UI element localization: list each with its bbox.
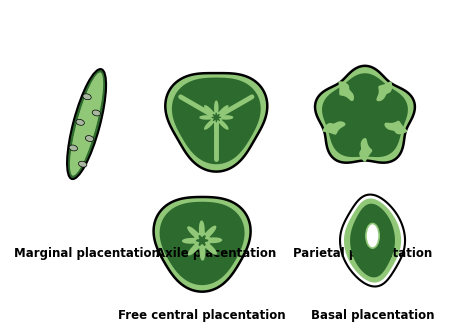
Polygon shape <box>384 121 407 134</box>
Ellipse shape <box>67 69 106 179</box>
Text: Marginal placentation: Marginal placentation <box>14 247 159 260</box>
Ellipse shape <box>86 136 94 141</box>
Polygon shape <box>322 121 345 135</box>
Ellipse shape <box>76 119 84 125</box>
Polygon shape <box>154 197 251 292</box>
Text: Basal placentation: Basal placentation <box>311 309 434 322</box>
Ellipse shape <box>70 72 104 176</box>
Polygon shape <box>322 73 408 157</box>
Ellipse shape <box>92 110 101 116</box>
Ellipse shape <box>78 161 87 167</box>
Polygon shape <box>376 81 392 101</box>
Polygon shape <box>344 198 401 283</box>
Text: Axile placentation: Axile placentation <box>156 247 276 260</box>
Polygon shape <box>340 194 405 287</box>
Polygon shape <box>199 100 233 135</box>
Text: Parietal placentation: Parietal placentation <box>293 247 433 260</box>
Polygon shape <box>182 220 222 261</box>
Polygon shape <box>160 202 244 285</box>
Ellipse shape <box>69 145 78 151</box>
Polygon shape <box>350 204 395 277</box>
Ellipse shape <box>366 223 379 248</box>
Text: Free central placentation: Free central placentation <box>118 309 286 322</box>
Ellipse shape <box>83 94 91 100</box>
Polygon shape <box>165 73 267 172</box>
Polygon shape <box>315 66 415 163</box>
Polygon shape <box>172 78 261 164</box>
Polygon shape <box>359 138 372 162</box>
Polygon shape <box>212 113 221 122</box>
Polygon shape <box>338 81 354 101</box>
Polygon shape <box>196 235 208 246</box>
